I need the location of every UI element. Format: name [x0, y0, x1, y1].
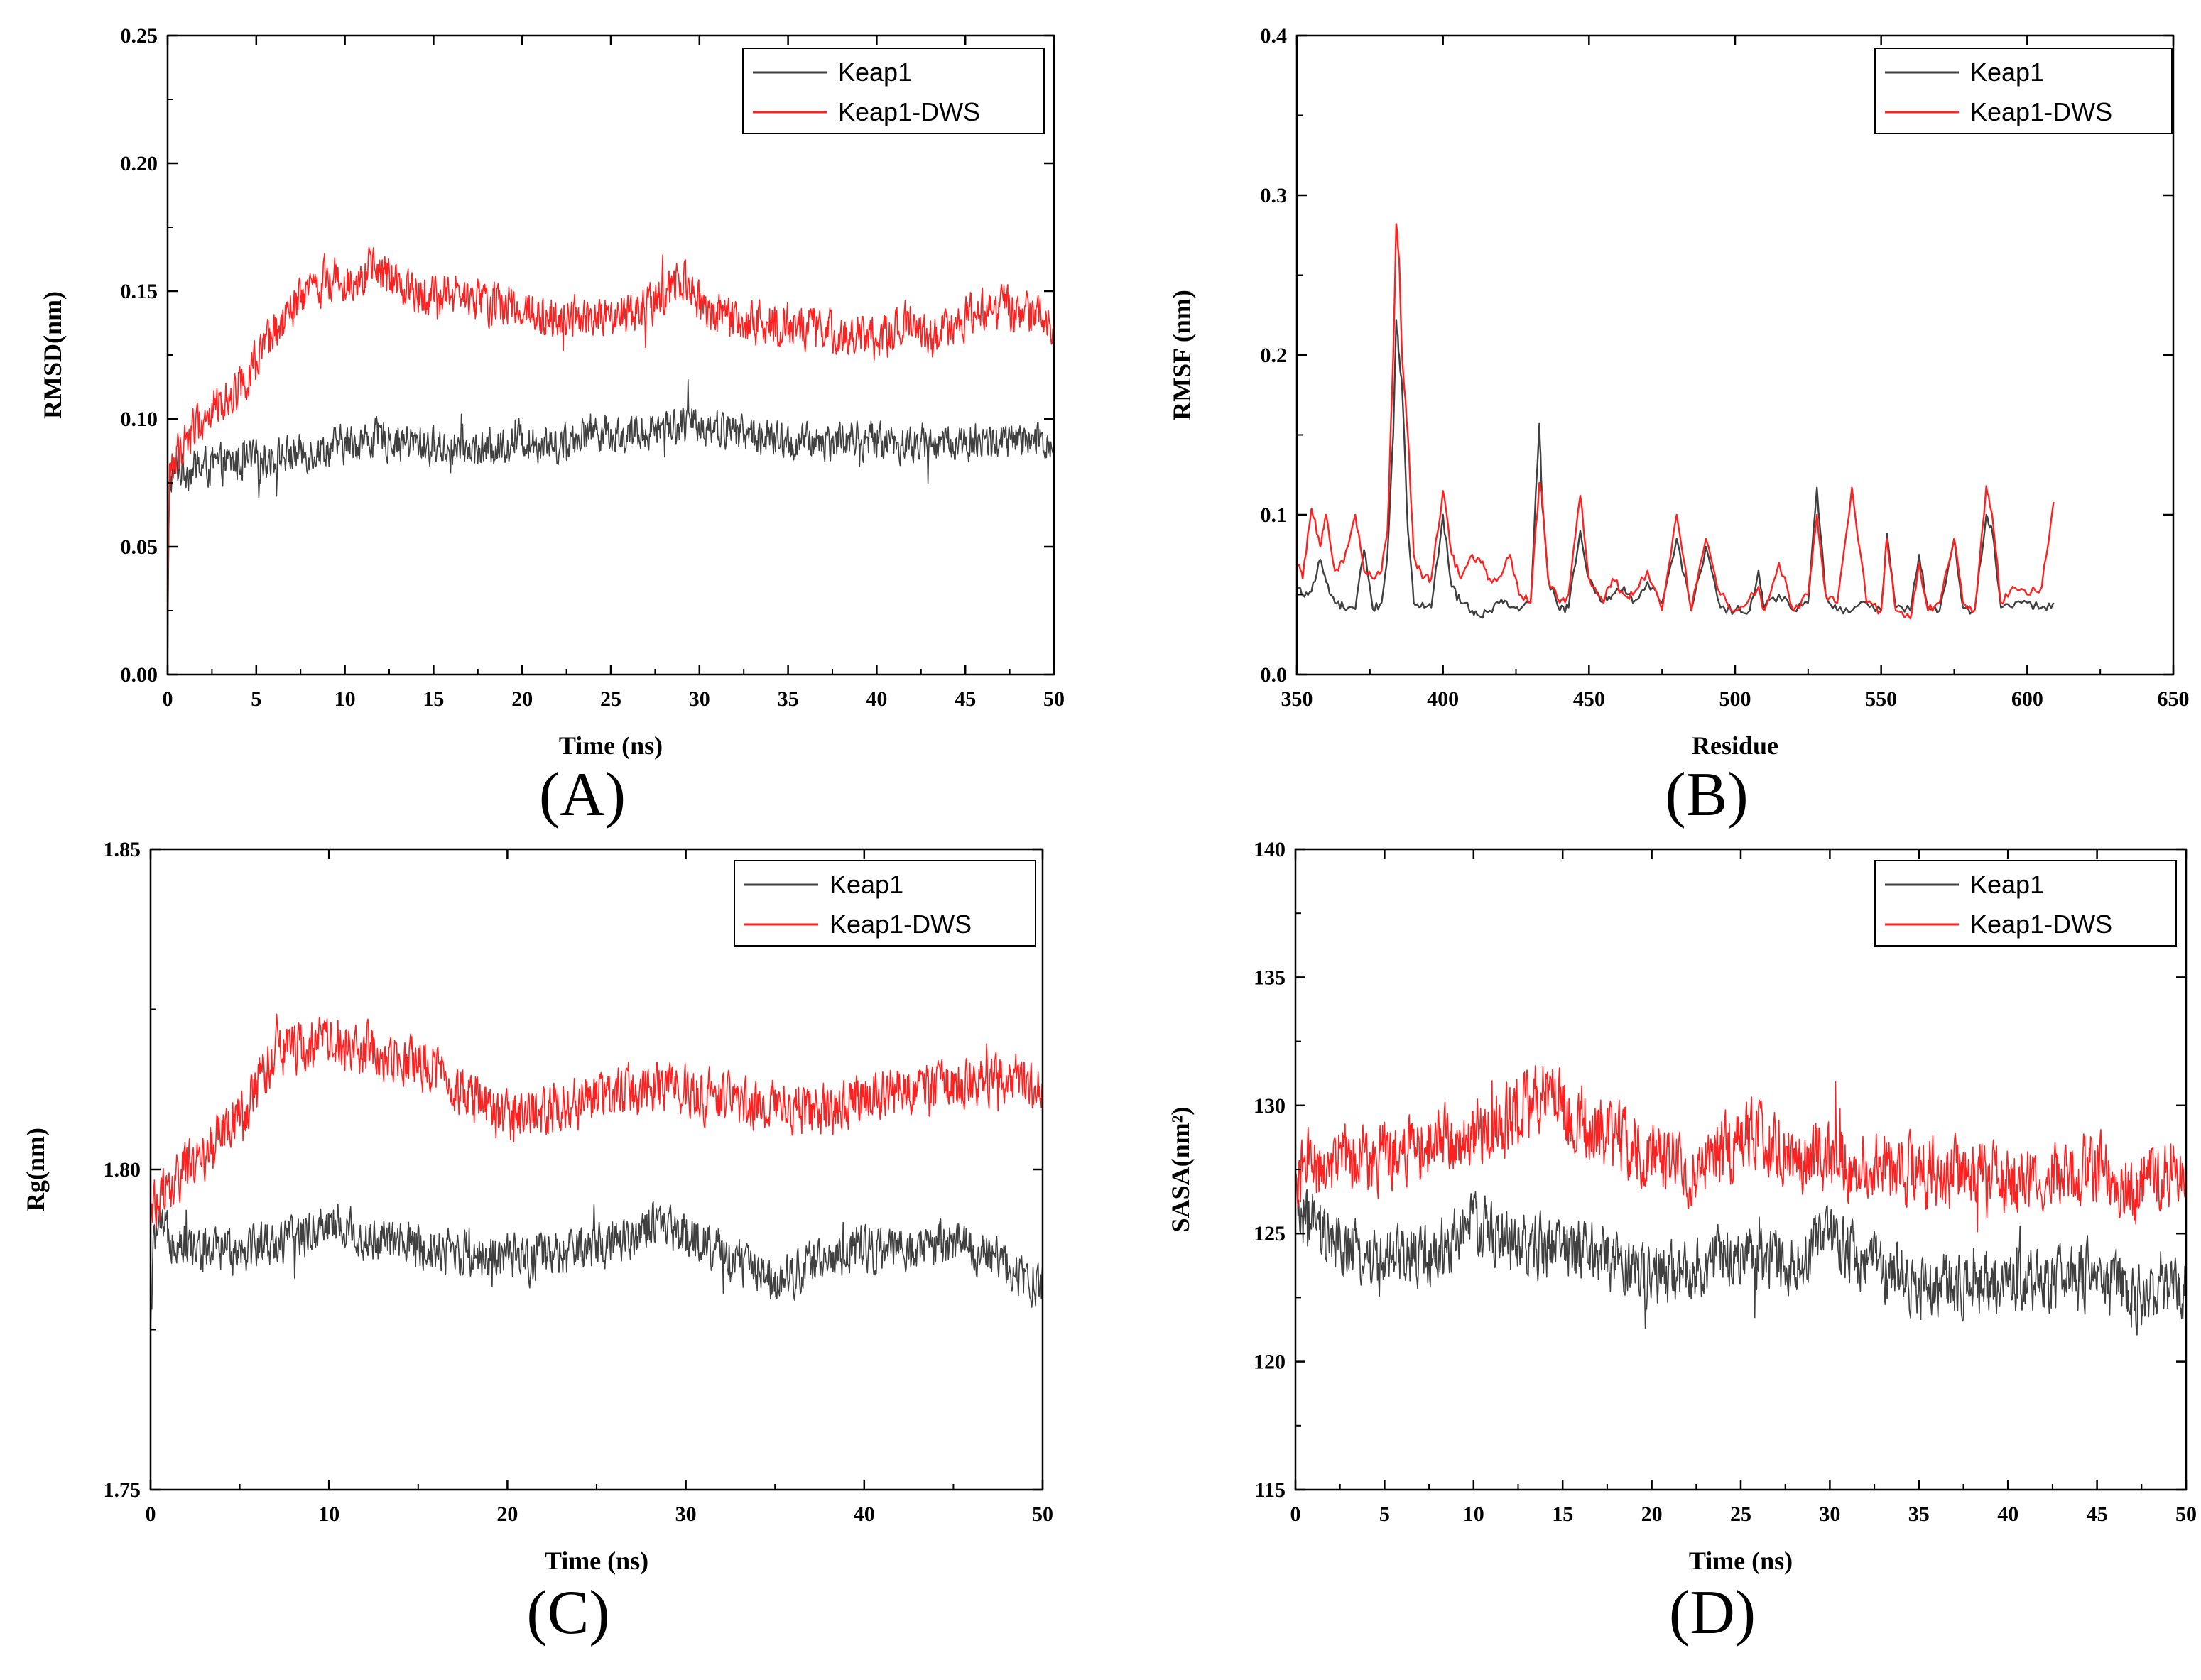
y-tick-label: 125	[1254, 1222, 1286, 1245]
y-tick-label: 0.1	[1261, 503, 1288, 527]
y-tick-label: 0.15	[121, 280, 158, 303]
y-tick-label: 120	[1254, 1351, 1286, 1374]
y-tick-label: 1.80	[104, 1158, 141, 1182]
x-tick-label: 35	[778, 687, 799, 711]
series-line-keap1	[1295, 1173, 2187, 1336]
series-line-keap1	[1296, 319, 2055, 619]
y-tick-label: 0.10	[121, 408, 158, 431]
x-tick-label: 45	[2087, 1502, 2108, 1526]
y-tick-label: 140	[1254, 838, 1286, 861]
y-axis-title: RMSD(nm)	[38, 291, 67, 419]
legend-entry-label: Keap1	[1970, 58, 2044, 87]
x-tick-label: 30	[689, 687, 710, 711]
x-tick-label: 0	[1290, 1502, 1301, 1526]
legend-entry-label: Keap1-DWS	[1970, 910, 2112, 939]
legend-box	[742, 48, 1045, 134]
panel-label: (A)	[539, 760, 626, 829]
x-tick-label: 0	[163, 687, 173, 711]
y-tick-label: 130	[1254, 1094, 1286, 1118]
x-tick-label: 50	[1043, 687, 1065, 711]
y-axis-title: SASA(nm²)	[1166, 1107, 1195, 1233]
x-tick-label: 15	[1552, 1502, 1573, 1526]
series-line-keap1-dws	[1295, 223, 2055, 620]
x-axis-title: Time (ns)	[559, 731, 663, 760]
x-tick-label: 35	[1908, 1502, 1930, 1526]
y-tick-label: 0.25	[121, 24, 158, 48]
x-tick-label: 40	[1997, 1502, 2018, 1526]
panel-label: (C)	[526, 1578, 609, 1647]
legend: Keap1 Keap1-DWS	[1874, 48, 2173, 134]
x-tick-label: 450	[1573, 687, 1605, 711]
panel-label: (D)	[1669, 1578, 1756, 1647]
x-tick-label: 550	[1865, 687, 1897, 711]
x-tick-label: 50	[1032, 1502, 1053, 1526]
y-axis-title: RMSF (nm)	[1168, 290, 1196, 420]
legend-entry-label: Keap1-DWS	[838, 97, 980, 126]
x-tick-label: 40	[854, 1502, 875, 1526]
legend-entry-label: Keap1-DWS	[830, 910, 972, 939]
x-tick-label: 5	[1379, 1502, 1390, 1526]
y-tick-label: 135	[1254, 966, 1286, 989]
legend-entry-label: Keap1-DWS	[1970, 97, 2112, 126]
x-tick-label: 25	[1730, 1502, 1751, 1526]
legend-box	[1874, 860, 2177, 947]
x-tick-label: 20	[496, 1502, 518, 1526]
x-axis-title: Time (ns)	[545, 1547, 648, 1575]
series-line-keap1-dws	[150, 1013, 1043, 1234]
x-tick-label: 30	[675, 1502, 697, 1526]
x-tick-label: 20	[511, 687, 533, 711]
legend-entry-label: Keap1	[838, 58, 912, 87]
y-tick-label: 0.20	[121, 152, 158, 175]
series-line-keap1	[167, 378, 1055, 675]
y-tick-label: 115	[1255, 1478, 1286, 1502]
panel-c-rg-chart: 0 10 20 30 40 50 1.75 1.80 1.85 Time (ns) Rg(nm) (C…	[21, 838, 1053, 1647]
x-tick-label: 45	[955, 687, 976, 711]
series-line-keap1-dws	[167, 246, 1055, 675]
x-tick-label: 50	[2175, 1502, 2197, 1526]
panel-a-rmsd-chart: 0 5 10 15 20 25 30 35 40 45 50 0.00 0.05 0.10 0.15 0.20…	[38, 24, 1065, 829]
legend-entry-label: Keap1	[1970, 870, 2044, 899]
panel-b-rmsf-chart: 350 400 450 500 550 600 650 0.0 0.1 0.2 0.3 0.4 Resi…	[1168, 24, 2190, 829]
y-axis-title: Rg(nm)	[21, 1128, 50, 1211]
legend: Keap1 Keap1-DWS	[742, 48, 1045, 134]
x-tick-label: 25	[600, 687, 621, 711]
x-tick-label: 400	[1427, 687, 1459, 711]
x-tick-label: 10	[318, 1502, 339, 1526]
legend-box	[734, 860, 1036, 947]
y-tick-label: 1.85	[104, 838, 141, 861]
x-tick-label: 500	[1719, 687, 1751, 711]
y-tick-label: 0.4	[1261, 24, 1288, 48]
legend-entry-label: Keap1	[830, 870, 903, 899]
legend: Keap1 Keap1-DWS	[734, 860, 1036, 947]
x-axis-title: Time (ns)	[1689, 1547, 1793, 1575]
x-tick-label: 650	[2158, 687, 2190, 711]
series-line-keap1-dws	[1295, 1065, 2187, 1233]
y-tick-label: 0.05	[121, 535, 158, 559]
panel-label: (B)	[1665, 760, 1748, 829]
y-tick-label: 0.0	[1261, 663, 1288, 687]
series-line-keap1	[150, 1201, 1043, 1330]
y-tick-label: 1.75	[104, 1478, 141, 1502]
x-tick-label: 350	[1281, 687, 1313, 711]
y-tick-label: 0.2	[1261, 344, 1288, 367]
x-tick-label: 5	[251, 687, 261, 711]
x-tick-label: 15	[423, 687, 444, 711]
x-tick-label: 30	[1819, 1502, 1840, 1526]
x-tick-label: 0	[146, 1502, 156, 1526]
y-tick-label: 0.3	[1261, 184, 1288, 207]
x-tick-label: 40	[866, 687, 887, 711]
panel-d-sasa-chart: 0 5 10 15 20 25 30 35 40 45 50 115 120 125 130 135 140 Ti…	[1166, 838, 2197, 1647]
y-tick-label: 0.00	[121, 663, 158, 687]
legend: Keap1 Keap1-DWS	[1874, 860, 2177, 947]
x-axis-title: Residue	[1692, 731, 1778, 760]
x-tick-label: 600	[2011, 687, 2043, 711]
x-tick-label: 20	[1641, 1502, 1663, 1526]
legend-box	[1874, 48, 2173, 134]
x-tick-label: 10	[1463, 1502, 1484, 1526]
x-tick-label: 10	[335, 687, 356, 711]
